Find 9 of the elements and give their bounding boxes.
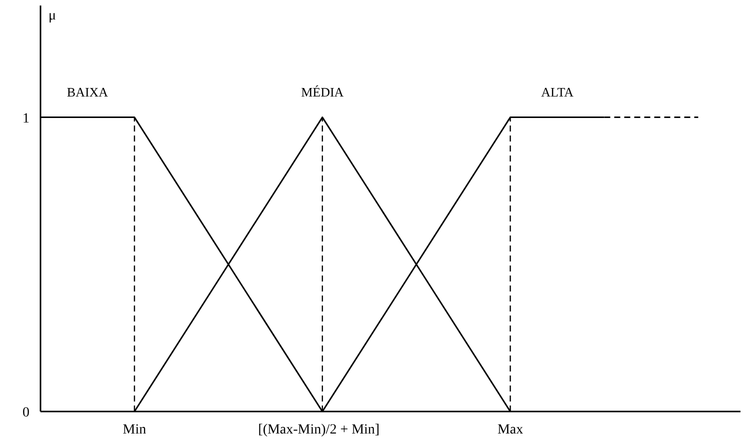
y-tick-label: 0 [22, 406, 30, 420]
x-tick-label: Max [497, 422, 524, 438]
series-label: BAIXA [66, 84, 109, 100]
x-tick-label: Min [122, 422, 146, 438]
y-axis-title: μ [48, 8, 56, 24]
x-tick-label: [(Max-Min)/2 + Min] [258, 422, 380, 438]
series-label: MÉDIA [301, 84, 344, 100]
series-label: ALTA [541, 84, 574, 100]
y-tick-label: 1 [22, 111, 30, 126]
